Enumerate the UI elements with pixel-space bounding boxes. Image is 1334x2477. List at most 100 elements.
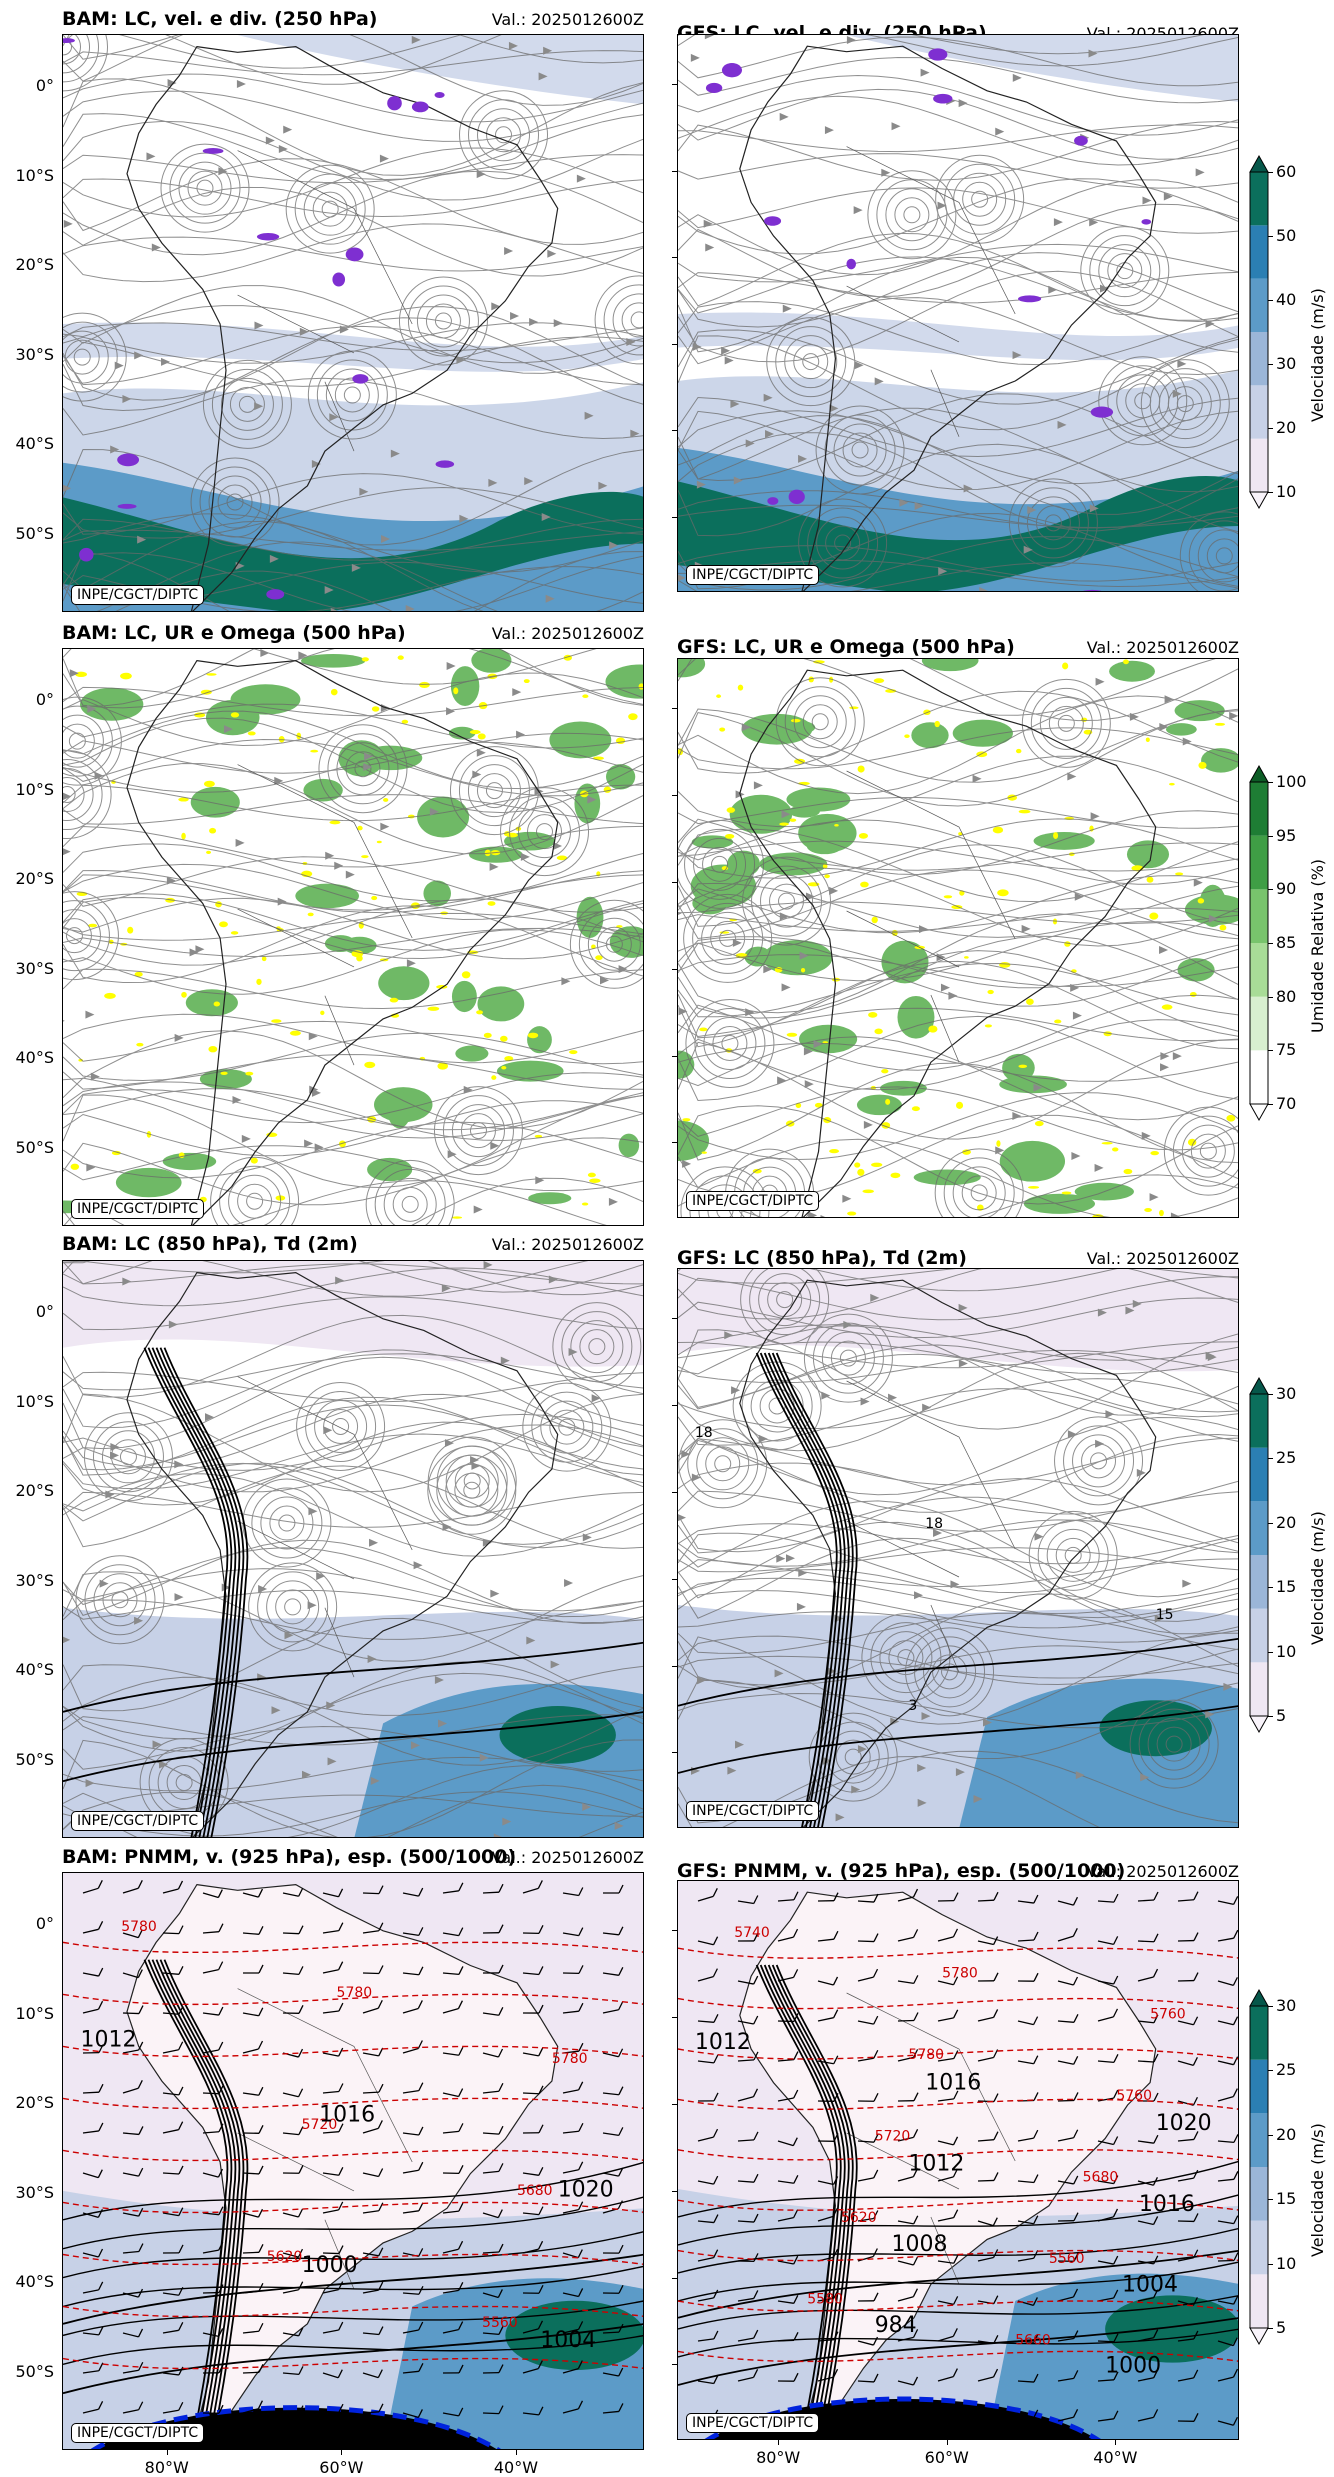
map-frame[interactable]: INPE/CGCT/DIPTC	[62, 648, 644, 1226]
lat-tick	[672, 2017, 677, 2018]
contour-label: 3	[908, 1698, 917, 1714]
lat-label: 0°	[4, 1302, 54, 1321]
colorbar-tick-label: 60	[1276, 162, 1296, 181]
map-canvas	[63, 1261, 644, 1838]
contour-label: 1000	[302, 2253, 358, 2278]
colorbar-segment	[1250, 943, 1268, 997]
credit-box: INPE/CGCT/DIPTC	[686, 565, 819, 585]
lon-tick	[1115, 2440, 1116, 2445]
thickness-label: 5680	[517, 2183, 553, 2199]
colorbar-segment	[1250, 172, 1268, 225]
colorbar-tick-label: 10	[1276, 1642, 1296, 1661]
contour-label: 1020	[558, 2178, 614, 2203]
lat-tick	[672, 2364, 677, 2365]
valid-time: Val.: 2025012600Z	[999, 1862, 1239, 1881]
colorbar-tick-label: 5	[1276, 2318, 1286, 2337]
lat-label: 20°S	[4, 255, 54, 274]
thickness-label: 5620	[841, 2210, 877, 2226]
colorbar-segment	[1250, 385, 1268, 438]
colorbar-tick-label: 30	[1276, 1996, 1296, 2015]
lat-label: 50°S	[4, 1750, 54, 1769]
credit-box: INPE/CGCT/DIPTC	[686, 2413, 819, 2433]
lat-tick	[672, 2191, 677, 2192]
colorbar-segment	[1250, 889, 1268, 943]
thickness-label: 5580	[807, 2292, 843, 2308]
map-canvas	[63, 649, 644, 1226]
map-frame[interactable]: INPE/CGCT/DIPTC	[62, 34, 644, 612]
map-canvas: 5780578057805720568056205560101210161020…	[63, 1873, 644, 2450]
thickness-label: 5760	[1116, 2088, 1152, 2104]
lat-label: 30°S	[4, 959, 54, 978]
lat-tick	[672, 969, 677, 970]
lat-label: 10°S	[4, 2004, 54, 2023]
colorbar-tick-label: 100	[1276, 772, 1307, 791]
colorbar-extend-top	[1250, 156, 1268, 172]
lon-label: 80°W	[132, 2458, 202, 2477]
lat-tick	[672, 430, 677, 431]
colorbar-canvas	[1250, 1376, 1268, 1734]
map-canvas: 5740578057605780576057205680562055605580…	[678, 1881, 1239, 2440]
lat-tick	[672, 257, 677, 258]
thickness-label: 5660	[1015, 2332, 1051, 2348]
map-canvas	[63, 35, 644, 612]
colorbar-segment	[1250, 279, 1268, 332]
colorbar-tick-mark	[1268, 943, 1273, 944]
lat-label: 40°S	[4, 2272, 54, 2291]
thickness-label: 5560	[482, 2315, 518, 2331]
lon-label: 40°W	[481, 2458, 551, 2477]
lat-label: 20°S	[4, 1481, 54, 1500]
colorbar-tick-label: 25	[1276, 2060, 1296, 2079]
map-frame[interactable]: INPE/CGCT/DIPTC	[62, 1260, 644, 1838]
colorbar-4	[1250, 2006, 1268, 2328]
colorbar-tick-mark	[1268, 1652, 1273, 1653]
thickness-label: 5780	[337, 1985, 373, 2001]
colorbar-tick-label: 10	[1276, 2254, 1296, 2273]
colorbar-tick-mark	[1268, 2328, 1273, 2329]
colorbar-tick-label: 25	[1276, 1448, 1296, 1467]
valid-time: Val.: 2025012600Z	[404, 10, 644, 29]
map-frame[interactable]: INPE/CGCT/DIPTC	[677, 658, 1239, 1218]
lon-tick	[516, 2450, 517, 2455]
map-canvas	[678, 35, 1239, 592]
colorbar-extend-bottom	[1250, 2328, 1268, 2344]
lon-label: 80°W	[743, 2448, 813, 2467]
lat-label: 30°S	[4, 345, 54, 364]
colorbar-segment	[1250, 1501, 1268, 1555]
thickness-label: 5720	[875, 2129, 911, 2145]
lon-tick	[947, 2440, 948, 2445]
colorbar-segment	[1250, 1394, 1268, 1448]
thickness-label: 5760	[1150, 2006, 1186, 2022]
lat-tick	[672, 517, 677, 518]
colorbar-segment	[1250, 1609, 1268, 1663]
speed-shading	[63, 1873, 644, 2450]
valid-time: Val.: 2025012600Z	[404, 624, 644, 643]
lon-label: 40°W	[1080, 2448, 1150, 2467]
lat-tick	[672, 1318, 677, 1319]
lat-tick	[672, 84, 677, 85]
colorbar-canvas	[1250, 1988, 1268, 2346]
colorbar-tick-label: 30	[1276, 1384, 1296, 1403]
map-frame[interactable]: INPE/CGCT/DIPTC	[677, 34, 1239, 592]
colorbar-tick-mark	[1268, 2264, 1273, 2265]
panel-title: GFS: LC, UR e Omega (500 hPa)	[677, 636, 1015, 658]
contour-label: 1020	[1156, 2111, 1212, 2136]
colorbar-segment	[1250, 439, 1268, 492]
colorbar-tick-label: 5	[1276, 1706, 1286, 1725]
contour-label: 1016	[319, 2103, 375, 2128]
colorbar-tick-mark	[1268, 428, 1273, 429]
colorbar-tick-mark	[1268, 364, 1273, 365]
lat-label: 40°S	[4, 1660, 54, 1679]
colorbar-label: Velocidade (m/s)	[1308, 288, 1327, 422]
lat-tick	[672, 882, 677, 883]
colorbar-tick-label: 15	[1276, 2189, 1296, 2208]
colorbar-tick-label: 15	[1276, 1577, 1296, 1596]
panel-title: BAM: LC (850 hPa), Td (2m)	[62, 1233, 358, 1255]
colorbar-tick-label: 80	[1276, 987, 1296, 1006]
colorbar-tick-label: 75	[1276, 1040, 1296, 1059]
colorbar-extend-top	[1250, 766, 1268, 782]
lat-tick	[672, 171, 677, 172]
colorbar-tick-mark	[1268, 2199, 1273, 2200]
